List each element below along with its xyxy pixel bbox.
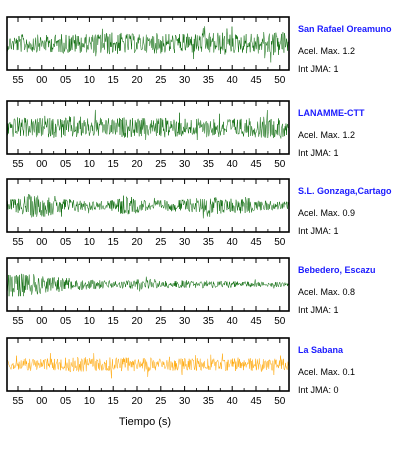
tick-label: 20 [131, 316, 143, 327]
tick-label: 05 [60, 316, 72, 327]
jma-intensity-label: Int JMA: 1 [298, 305, 339, 315]
tick-label: 35 [203, 159, 215, 170]
tick-label: 45 [250, 237, 262, 248]
panel-5: 55 00 05 10 15 20 25 30 35 40 45 50 [6, 337, 290, 407]
tick-label: 55 [12, 75, 24, 86]
panel-4: 55 00 05 10 15 20 25 30 35 40 45 50 [6, 257, 290, 327]
tick-label: 20 [131, 237, 143, 248]
tick-label: 40 [227, 237, 239, 248]
tick-label: 50 [274, 75, 286, 86]
tick-label: 50 [274, 396, 286, 407]
station-name: S.L. Gonzaga,Cartago [298, 186, 392, 196]
waveform-trace [6, 353, 290, 379]
jma-intensity-label: Int JMA: 1 [298, 226, 339, 236]
tick-label: 00 [36, 316, 48, 327]
panel-2: 55 00 05 10 15 20 25 30 35 40 45 50 [6, 100, 290, 170]
x-axis-label: Tiempo (s) [118, 416, 172, 428]
accel-max-label: Acel. Max. 0.8 [298, 287, 356, 297]
station-name: San Rafael Oreamuno [298, 24, 392, 34]
accel-max-label: Acel. Max. 0.9 [298, 208, 356, 218]
tick-label: 40 [227, 316, 239, 327]
tick-label: 50 [274, 159, 286, 170]
tick-label: 35 [203, 396, 215, 407]
tick-label: 10 [84, 316, 96, 327]
tick-label: 25 [155, 159, 167, 170]
waveform-trace [6, 26, 290, 63]
tick-label: 30 [179, 159, 191, 170]
tick-label: 35 [203, 316, 215, 327]
jma-intensity-label: Int JMA: 0 [298, 385, 339, 395]
waveform-trace [6, 193, 290, 219]
tick-label: 35 [203, 237, 215, 248]
panel-frame [6, 16, 290, 71]
tick-label: 15 [108, 75, 120, 86]
tick-label: 30 [179, 75, 191, 86]
waveform-trace [6, 109, 290, 140]
tick-label: 10 [84, 75, 96, 86]
tick-label: 40 [227, 396, 239, 407]
tick-label: 25 [155, 396, 167, 407]
accel-max-label: Acel. Max. 1.2 [298, 130, 356, 140]
tick-label: 00 [36, 75, 48, 86]
jma-intensity-label: Int JMA: 1 [298, 64, 339, 74]
tick-label: 10 [84, 396, 96, 407]
tick-label: 05 [60, 237, 72, 248]
tick-label: 55 [12, 159, 24, 170]
panel-frame [6, 100, 290, 155]
tick-label: 05 [60, 396, 72, 407]
tick-label: 35 [203, 75, 215, 86]
station-name: La Sabana [298, 345, 344, 355]
tick-label: 20 [131, 75, 143, 86]
tick-label: 40 [227, 159, 239, 170]
jma-intensity-label: Int JMA: 1 [298, 148, 339, 158]
panel-frame [6, 257, 290, 312]
tick-label: 55 [12, 396, 24, 407]
tick-label: 30 [179, 237, 191, 248]
tick-label: 25 [155, 316, 167, 327]
tick-label: 45 [250, 75, 262, 86]
tick-label: 30 [179, 316, 191, 327]
tick-label: 45 [250, 159, 262, 170]
tick-label: 15 [108, 316, 120, 327]
waveform-trace [6, 273, 290, 297]
tick-label: 45 [250, 316, 262, 327]
panel-1: 55 00 05 10 15 20 25 30 35 40 45 50 [6, 16, 290, 86]
tick-label: 55 [12, 316, 24, 327]
tick-label: 05 [60, 159, 72, 170]
tick-label: 15 [108, 159, 120, 170]
tick-label: 50 [274, 316, 286, 327]
station-name: Bebedero, Escazu [298, 265, 376, 275]
accel-max-label: Acel. Max. 1.2 [298, 46, 356, 56]
tick-label: 15 [108, 237, 120, 248]
tick-label: 30 [179, 396, 191, 407]
tick-label: 25 [155, 237, 167, 248]
panel-frame [6, 178, 290, 233]
tick-label: 55 [12, 237, 24, 248]
station-name: LANAMME-CTT [298, 108, 365, 118]
tick-label: 10 [84, 237, 96, 248]
tick-label: 05 [60, 75, 72, 86]
tick-label: 25 [155, 75, 167, 86]
tick-label: 15 [108, 396, 120, 407]
panel-frame [6, 337, 290, 392]
tick-label: 50 [274, 237, 286, 248]
tick-label: 00 [36, 237, 48, 248]
tick-label: 10 [84, 159, 96, 170]
tick-label: 00 [36, 396, 48, 407]
tick-label: 45 [250, 396, 262, 407]
accel-max-label: Acel. Max. 0.1 [298, 367, 356, 377]
panel-3: 55 00 05 10 15 20 25 30 35 40 45 50 [6, 178, 290, 248]
tick-label: 40 [227, 75, 239, 86]
tick-label: 20 [131, 396, 143, 407]
tick-label: 20 [131, 159, 143, 170]
tick-label: 00 [36, 159, 48, 170]
